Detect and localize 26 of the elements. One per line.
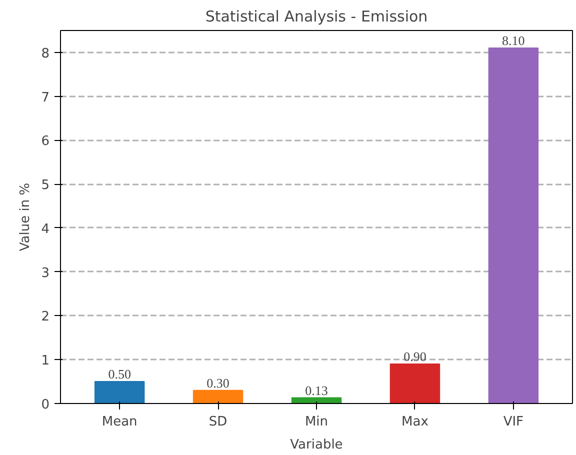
x-tick-label: Max [402,414,429,430]
data-label: 0.13 [305,382,328,398]
x-tick-label: Min [304,414,328,430]
x-axis-title: Variable [290,438,343,452]
y-tick-label: 5 [41,178,50,194]
data-label: 8.10 [502,33,525,48]
x-tick-label: VIF [503,414,524,430]
y-axis-title: Value in % [18,182,34,252]
data-label: 0.90 [404,349,426,364]
y-tick-label: 3 [41,266,50,281]
x-tick-label: SD [208,414,228,430]
y-tick-label: 0 [41,398,50,412]
chart-title: Statistical Analysis - Emission [205,8,428,26]
bar [94,381,145,404]
bar [488,48,539,404]
y-tick-label: 8 [41,46,50,62]
y-tick-label: 2 [41,310,50,325]
bar [192,390,244,404]
y-tick-label: 7 [41,90,50,106]
x-tick-label: Mean [102,414,138,430]
bar [390,364,440,404]
data-label: 0.30 [206,375,230,390]
y-tick-label: 6 [41,134,50,150]
y-tick-label: 1 [41,354,50,369]
data-label: 0.50 [108,366,131,382]
y-tick-label: 4 [41,222,50,237]
